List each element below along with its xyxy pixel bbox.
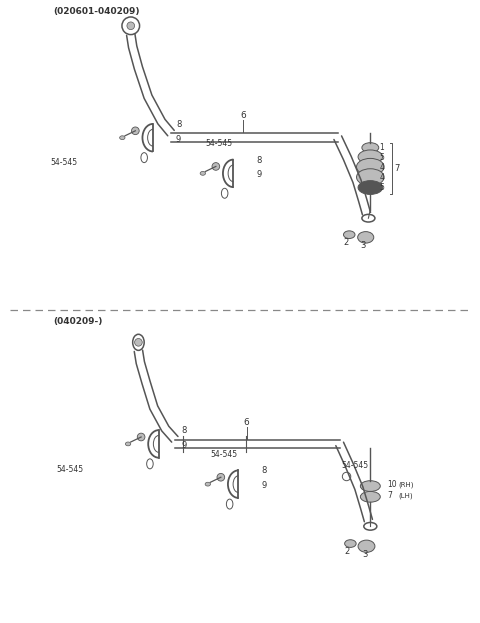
Ellipse shape	[357, 169, 384, 186]
Text: 54-545: 54-545	[56, 465, 83, 473]
Ellipse shape	[125, 442, 131, 446]
Circle shape	[217, 473, 225, 481]
Text: 9: 9	[176, 135, 181, 143]
Ellipse shape	[358, 181, 383, 194]
Text: 54-545: 54-545	[205, 139, 233, 148]
Ellipse shape	[357, 158, 384, 175]
Circle shape	[127, 22, 134, 30]
Text: 1: 1	[380, 143, 384, 153]
Ellipse shape	[358, 150, 383, 164]
Text: 9: 9	[262, 481, 267, 490]
Ellipse shape	[362, 143, 379, 153]
Text: 7: 7	[387, 490, 393, 500]
Ellipse shape	[345, 540, 356, 548]
Text: (020601-040209): (020601-040209)	[53, 6, 140, 16]
Circle shape	[137, 433, 145, 441]
Text: 9: 9	[256, 170, 262, 179]
Text: 3: 3	[362, 550, 367, 559]
Text: 54-545: 54-545	[50, 158, 77, 168]
Text: 7: 7	[394, 164, 399, 173]
Ellipse shape	[200, 171, 205, 175]
Text: 10: 10	[387, 480, 397, 489]
Text: 8: 8	[182, 426, 187, 435]
Text: 4: 4	[380, 173, 384, 182]
Ellipse shape	[358, 232, 374, 243]
Ellipse shape	[344, 231, 355, 239]
Text: 8: 8	[176, 120, 181, 129]
Ellipse shape	[205, 482, 211, 486]
Text: 54-545: 54-545	[342, 460, 369, 470]
Circle shape	[132, 127, 139, 135]
Circle shape	[212, 163, 220, 170]
Ellipse shape	[358, 540, 375, 553]
Text: (LH): (LH)	[398, 493, 412, 499]
Text: 6: 6	[240, 111, 246, 120]
Text: 2: 2	[344, 238, 349, 247]
Text: (RH): (RH)	[398, 482, 413, 488]
Circle shape	[134, 338, 142, 346]
Text: 54-545: 54-545	[211, 450, 238, 459]
Text: 5: 5	[380, 153, 384, 161]
Text: 9: 9	[182, 440, 187, 450]
Ellipse shape	[360, 481, 380, 492]
Text: 2: 2	[344, 547, 349, 556]
Ellipse shape	[120, 136, 125, 140]
Text: 4: 4	[380, 163, 384, 171]
Text: 8: 8	[262, 467, 267, 475]
Ellipse shape	[360, 492, 380, 502]
Text: 5: 5	[380, 183, 384, 193]
Text: 3: 3	[361, 241, 366, 250]
Text: 8: 8	[256, 156, 262, 164]
Text: 6: 6	[244, 418, 250, 427]
Text: (040209-): (040209-)	[53, 317, 102, 326]
